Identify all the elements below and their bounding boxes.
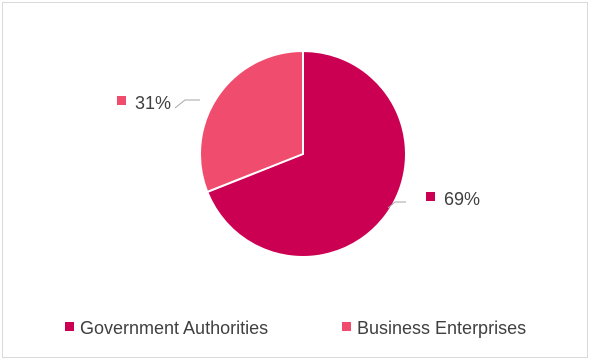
- data-label: 69%: [444, 189, 480, 209]
- legend-label: Government Authorities: [80, 318, 268, 338]
- data-label-marker: [117, 96, 126, 105]
- legend-label: Business Enterprises: [357, 318, 526, 338]
- legend-marker: [65, 322, 74, 331]
- leader-line: [387, 201, 406, 209]
- data-label-marker: [426, 192, 435, 201]
- data-label: 31%: [135, 93, 171, 113]
- pie-slice-government-authorities: [205, 49, 407, 258]
- pie-slice-business-enterprises: [199, 49, 304, 194]
- leader-line: [174, 99, 200, 109]
- legend-marker: [342, 322, 351, 331]
